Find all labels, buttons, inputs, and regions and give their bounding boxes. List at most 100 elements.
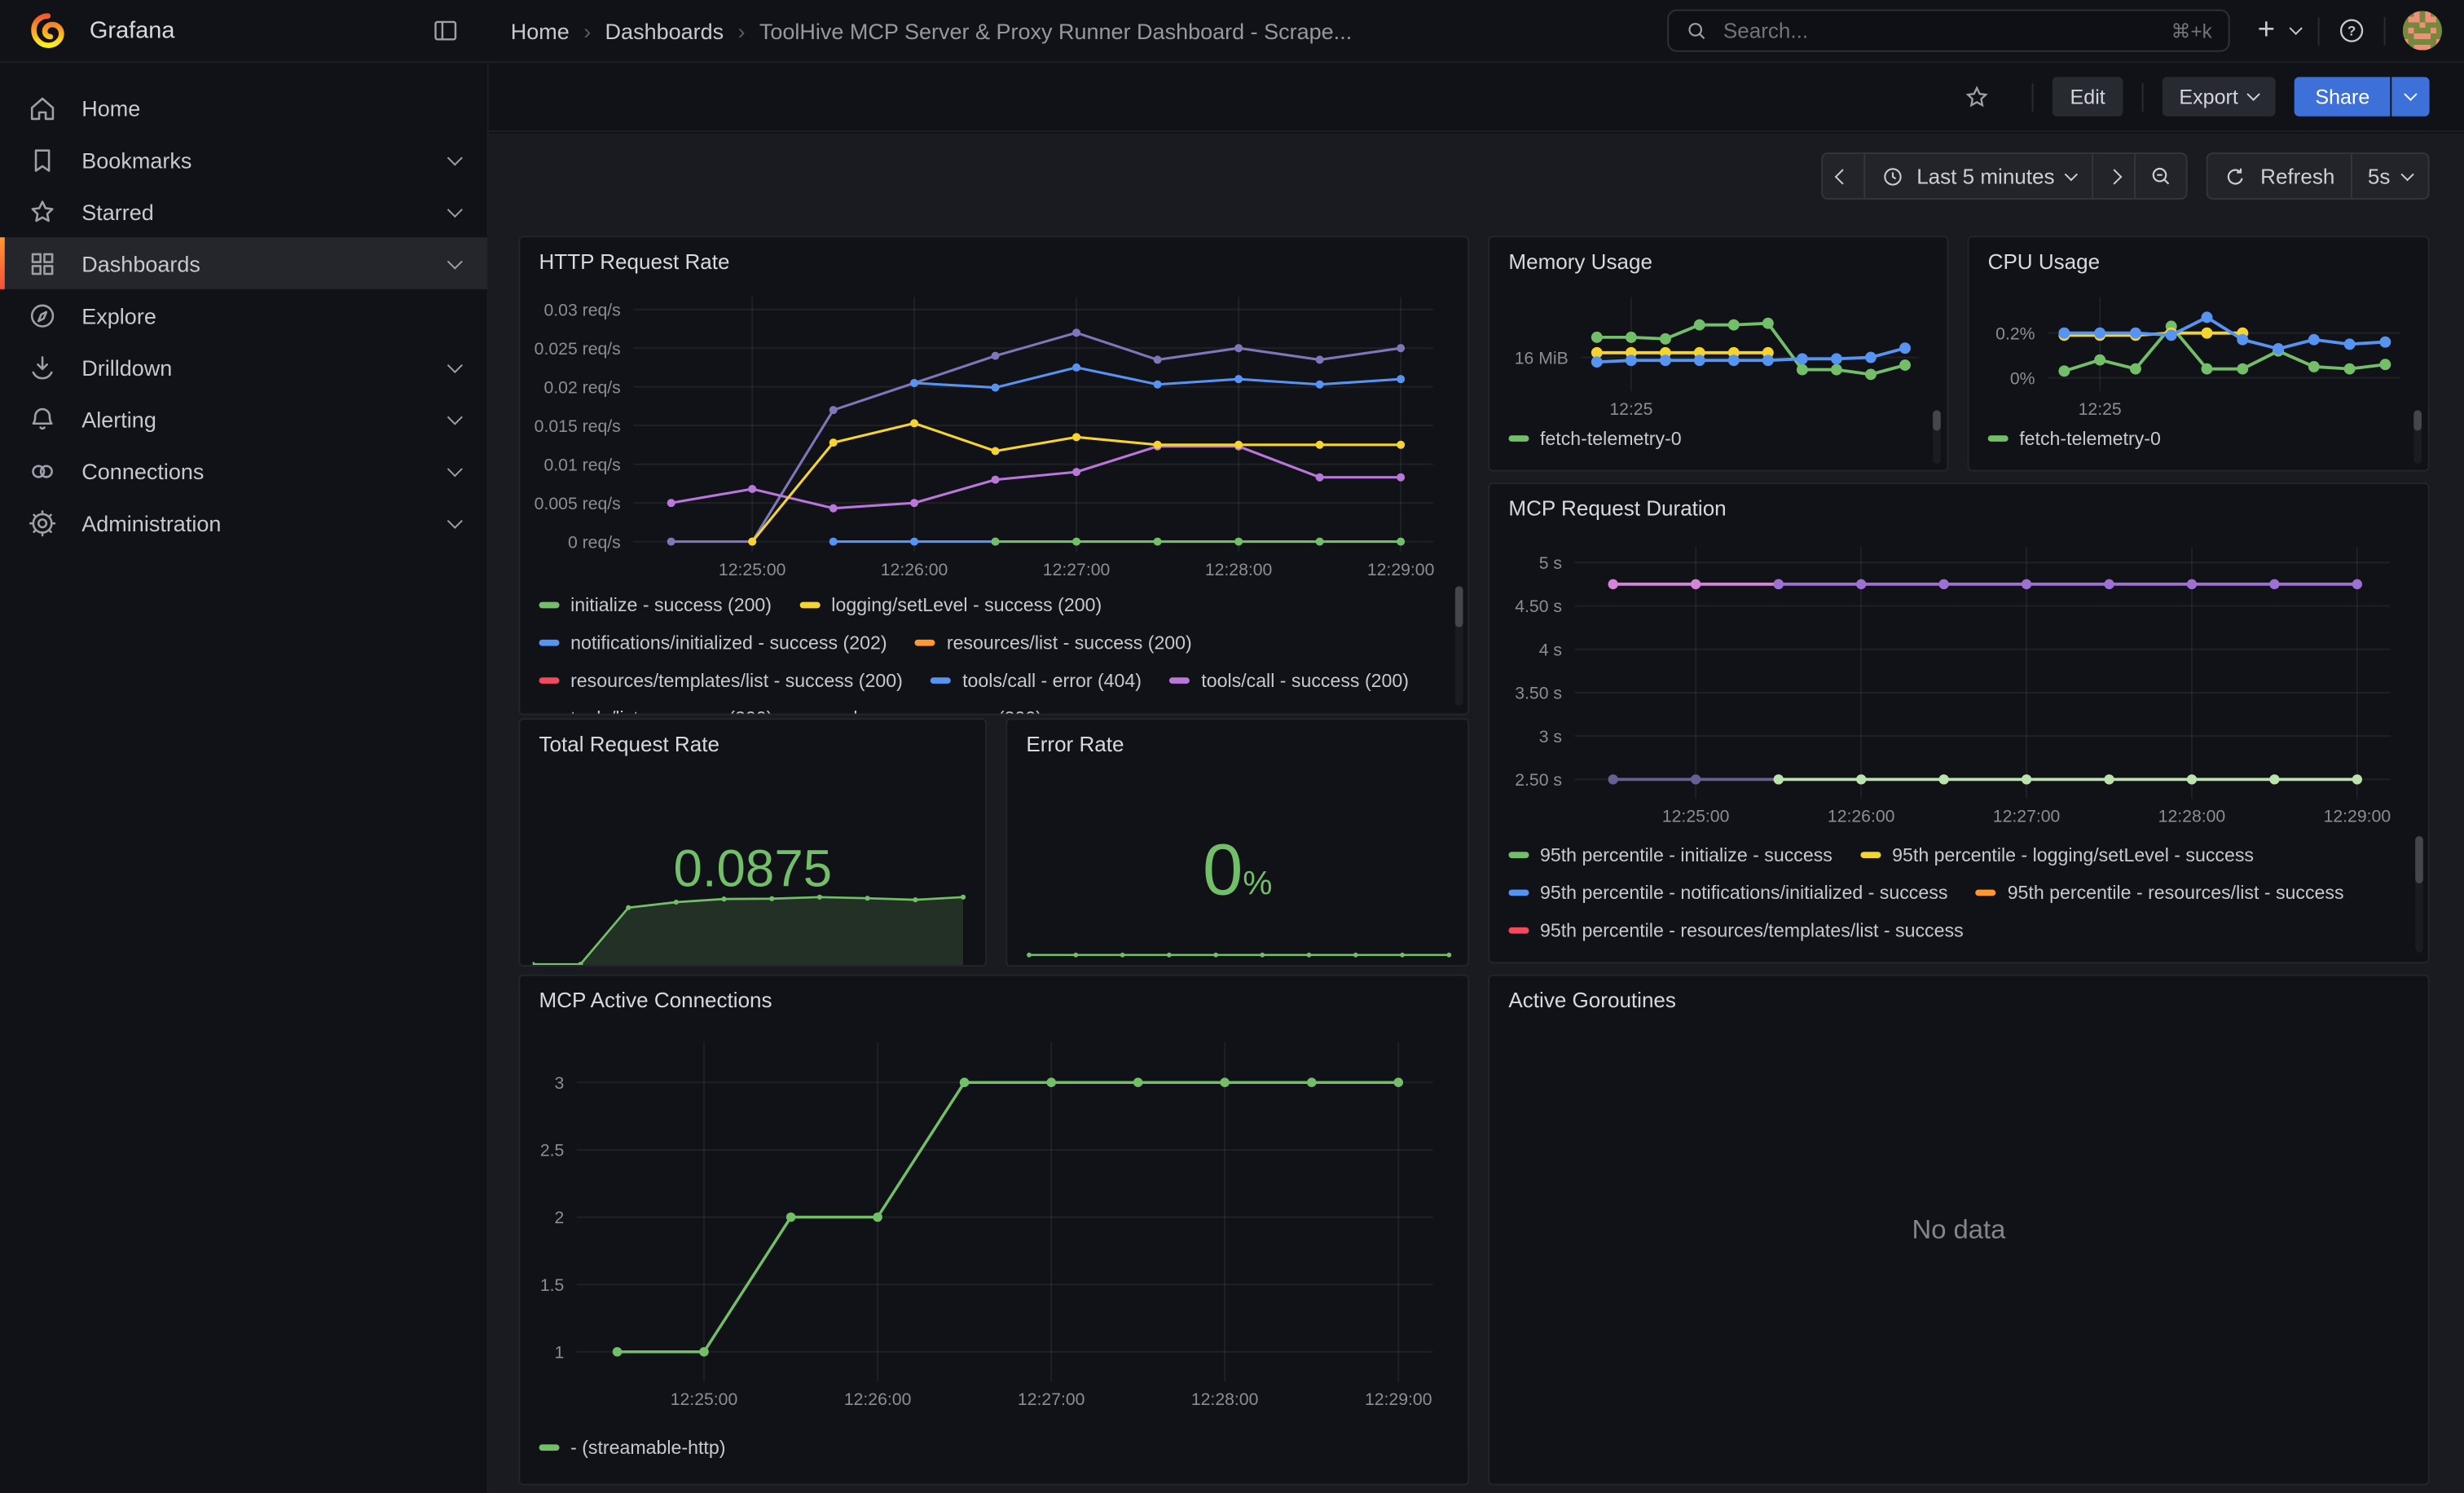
- scrollbar-thumb[interactable]: [1933, 410, 1941, 430]
- svg-text:0 req/s: 0 req/s: [568, 533, 621, 552]
- chevron-down-icon[interactable]: [447, 460, 463, 476]
- series-swatch: [539, 640, 560, 646]
- panel-left-icon[interactable]: [430, 15, 460, 46]
- help-icon[interactable]: ?: [2337, 15, 2367, 46]
- series-swatch: [1861, 852, 1881, 858]
- legend-item[interactable]: initialize - success (200): [539, 586, 772, 623]
- duration-legend: 95th percentile - initialize - success95…: [1508, 836, 2380, 960]
- svg-text:12:26:00: 12:26:00: [881, 561, 948, 579]
- grafana-logo-icon[interactable]: [29, 11, 68, 50]
- svg-text:0%: 0%: [2010, 369, 2035, 388]
- export-button[interactable]: Export: [2162, 77, 2276, 116]
- scrollbar-thumb[interactable]: [2413, 410, 2422, 430]
- series-swatch: [1988, 435, 2009, 442]
- chevron-down-icon[interactable]: [447, 201, 463, 217]
- panel-title[interactable]: Memory Usage: [1489, 237, 1947, 284]
- sidebar-item-dashboards[interactable]: Dashboards: [0, 237, 487, 289]
- legend-item[interactable]: resources/templates/list - success (200): [539, 662, 903, 699]
- time-shift-forward-button[interactable]: [2092, 152, 2136, 200]
- chevron-down-icon[interactable]: [447, 513, 463, 528]
- avatar[interactable]: [2403, 11, 2442, 50]
- panel-total-request-rate: Total Request Rate 0.0875: [518, 718, 987, 967]
- chevron-down-icon[interactable]: [447, 357, 463, 372]
- series-swatch: [931, 677, 951, 684]
- svg-text:1.5: 1.5: [540, 1276, 564, 1295]
- svg-text:0.005 req/s: 0.005 req/s: [535, 495, 621, 513]
- search-input[interactable]: [1720, 17, 2158, 44]
- panel-title[interactable]: CPU Usage: [1969, 237, 2428, 284]
- panel-title[interactable]: HTTP Request Rate: [520, 237, 1467, 284]
- svg-text:?: ?: [2347, 24, 2356, 39]
- chevron-down-icon[interactable]: [447, 149, 463, 165]
- sidebar-item-explore[interactable]: Explore: [0, 289, 487, 341]
- panel-cpu-usage: CPU Usage 12:250.2%0% fetch-telemetry-0: [1968, 236, 2430, 471]
- panel-mcp-active-connections: MCP Active Connections 12:25:0012:26:001…: [518, 975, 1469, 1486]
- chevron-down-icon[interactable]: [447, 253, 463, 269]
- refresh-button[interactable]: Refresh: [2207, 152, 2352, 200]
- legend-item[interactable]: fetch-telemetry-0: [1508, 420, 1681, 457]
- legend-item[interactable]: logging/setLevel - success (200): [800, 586, 1102, 623]
- svg-text:2.50 s: 2.50 s: [1515, 771, 1562, 790]
- bookmark-icon: [27, 143, 59, 175]
- breadcrumb: Home › Dashboards › ToolHive MCP Server …: [511, 18, 1352, 43]
- sidebar-item-label: Administration: [81, 510, 221, 535]
- legend-item[interactable]: unknown - success (200): [801, 699, 1042, 713]
- share-button[interactable]: Share: [2295, 77, 2390, 116]
- legend-item[interactable]: 95th percentile - resources/templates/li…: [1508, 912, 1963, 949]
- time-range-picker[interactable]: Last 5 minutes: [1863, 152, 2094, 200]
- svg-text:5 s: 5 s: [1539, 554, 1562, 573]
- grafana-app: Grafana Home › Dashboards › ToolHive MCP…: [0, 0, 2464, 1493]
- legend-item[interactable]: 95th percentile - logging/setLevel - suc…: [1861, 836, 2254, 874]
- legend-item[interactable]: tools/call - error (404): [931, 662, 1142, 699]
- chevron-down-icon[interactable]: [447, 409, 463, 425]
- legend-item[interactable]: notifications/initialized - success (202…: [539, 624, 887, 662]
- sidebar-item-bookmarks[interactable]: Bookmarks: [0, 134, 487, 186]
- legend-item[interactable]: 95th percentile - initialize - success: [1508, 836, 1832, 874]
- chevron-down-icon: [2247, 88, 2260, 101]
- scrollbar-thumb[interactable]: [2415, 836, 2423, 883]
- panel-title[interactable]: Error Rate: [1007, 720, 1467, 767]
- home-icon: [27, 92, 59, 124]
- legend-item[interactable]: fetch-telemetry-0: [1988, 420, 2161, 457]
- svg-text:4.50 s: 4.50 s: [1515, 597, 1562, 616]
- legend-item[interactable]: tools/call - success (200): [1170, 662, 1409, 699]
- add-new-button[interactable]: +: [2258, 13, 2301, 47]
- legend-item[interactable]: tools/list - success (200): [539, 699, 773, 713]
- http-request-rate-chart: 12:25:0012:26:0012:27:0012:28:0012:29:00…: [533, 284, 1455, 583]
- panel-title[interactable]: MCP Active Connections: [520, 976, 1467, 1024]
- panel-title[interactable]: MCP Request Duration: [1489, 484, 2427, 531]
- sidebar-item-starred[interactable]: Starred: [0, 186, 487, 238]
- sidebar-item-administration[interactable]: Administration: [0, 496, 487, 548]
- legend-item[interactable]: 95th percentile - resources/list - succe…: [1976, 874, 2343, 911]
- legend-item[interactable]: - (streamable-http): [539, 1429, 726, 1466]
- svg-text:12:26:00: 12:26:00: [1828, 808, 1895, 826]
- share-dropdown-button[interactable]: [2391, 77, 2429, 116]
- sidebar-item-drilldown[interactable]: Drilldown: [0, 341, 487, 393]
- breadcrumb-dashboards[interactable]: Dashboards: [605, 18, 724, 43]
- svg-text:0.025 req/s: 0.025 req/s: [535, 340, 621, 359]
- scrollbar-thumb[interactable]: [1455, 586, 1463, 627]
- svg-text:12:25:00: 12:25:00: [671, 1390, 738, 1409]
- breadcrumb-separator: ›: [583, 18, 591, 43]
- svg-text:12:27:00: 12:27:00: [1043, 561, 1111, 579]
- zoom-out-button[interactable]: [2135, 152, 2189, 200]
- chevron-down-icon: [2400, 167, 2413, 180]
- panel-title[interactable]: Total Request Rate: [520, 720, 985, 767]
- sidebar-item-home[interactable]: Home: [0, 81, 487, 134]
- sidebar-item-alerting[interactable]: Alerting: [0, 393, 487, 445]
- legend-item[interactable]: 95th percentile - notifications/initiali…: [1508, 874, 1947, 911]
- search-box[interactable]: ⌘+k: [1666, 10, 2229, 52]
- breadcrumb-home[interactable]: Home: [511, 18, 570, 43]
- refresh-interval-picker[interactable]: 5s: [2351, 152, 2430, 200]
- edit-button[interactable]: Edit: [2053, 77, 2123, 116]
- series-swatch: [539, 602, 560, 609]
- series-swatch: [800, 602, 821, 609]
- time-shift-back-button[interactable]: [1821, 152, 1865, 200]
- favorite-star-icon[interactable]: [1963, 82, 1991, 111]
- divider: [2318, 16, 2320, 45]
- mcp-request-duration-chart: 12:25:0012:26:0012:27:0012:28:0012:29:00…: [1503, 531, 2415, 833]
- dashboard-canvas: Last 5 minutes Refresh: [489, 134, 2464, 1493]
- sidebar-item-connections[interactable]: Connections: [0, 445, 487, 497]
- legend-item[interactable]: resources/list - success (200): [915, 624, 1192, 662]
- svg-text:12:25:00: 12:25:00: [1662, 808, 1730, 826]
